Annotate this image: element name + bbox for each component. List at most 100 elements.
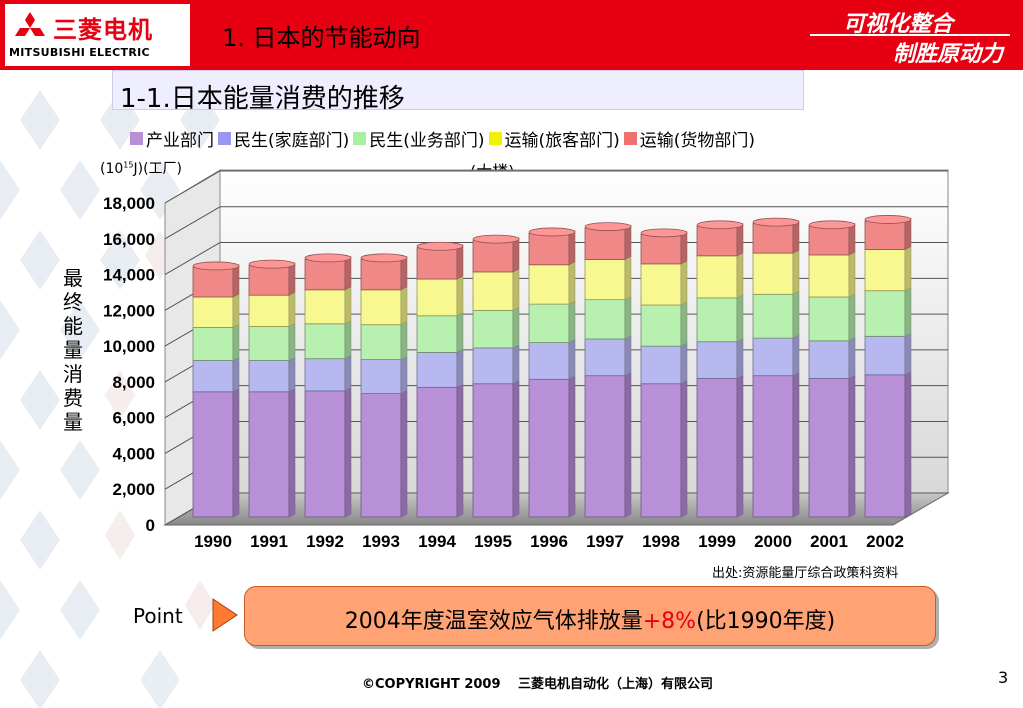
bar-segment — [640, 342, 688, 385]
bar-segment — [416, 383, 464, 518]
bar-segment — [248, 323, 296, 361]
bar-segment-front — [864, 249, 906, 292]
bar-top — [304, 253, 352, 263]
y-tick-label: 8,000 — [112, 373, 155, 392]
bar-segment-side — [904, 287, 912, 337]
bar-segment — [808, 337, 856, 379]
bar-segment — [528, 300, 576, 343]
bar-segment — [696, 220, 744, 257]
bar-segment-side — [400, 286, 408, 326]
bar-segment — [640, 380, 688, 518]
bar-segment-front — [584, 338, 626, 377]
bar-segment — [752, 249, 800, 295]
bar-segment-side — [792, 372, 800, 518]
bar-segment — [192, 388, 240, 518]
bar-top — [752, 217, 800, 227]
y-tick-label: 6,000 — [112, 409, 155, 428]
bar-segment-front — [472, 347, 514, 385]
bar-segment-front — [472, 309, 514, 349]
copyright-footer: ©COPYRIGHT 2009 三菱电机自动化（上海）有限公司 — [362, 677, 714, 692]
bar-segment-front — [864, 220, 906, 250]
bar-segment — [584, 335, 632, 377]
bar-segment-side — [680, 260, 688, 306]
source-note: 出处:资源能量厅综合政策科资料 — [712, 566, 899, 581]
bar-segment-side — [344, 320, 352, 360]
slogan-divider — [810, 34, 1010, 36]
bar-segment-side — [848, 337, 856, 379]
bar-segment — [248, 357, 296, 393]
bar-segment — [416, 241, 464, 280]
bar-segment-front — [472, 383, 514, 518]
bar-segment-front — [416, 386, 458, 518]
bar-top — [248, 259, 296, 269]
bar-segment — [752, 217, 800, 254]
bar-segment-side — [568, 339, 576, 380]
legend-item-passenger: 运输(旅客部门) — [488, 126, 620, 151]
bar-top — [696, 220, 744, 230]
bar-segment-side — [736, 374, 744, 518]
bar-segment — [472, 234, 520, 273]
bar-segment-front — [528, 264, 570, 305]
bar-segment — [696, 252, 744, 299]
bar-segment — [696, 374, 744, 518]
bar-segment — [752, 372, 800, 518]
bar-segment-side — [232, 357, 240, 393]
x-tick-label: 1990 — [194, 532, 232, 551]
bar-segment — [640, 260, 688, 306]
bar-segment-front — [808, 254, 850, 298]
bar-segment-front — [192, 360, 234, 393]
bar-segment-side — [680, 380, 688, 518]
bar-segment-side — [512, 344, 520, 385]
x-tick-label: 2001 — [810, 532, 848, 551]
legend-label: 运输(货物部门) — [639, 131, 756, 151]
y-axis-label: 最终能量消费量 — [63, 266, 83, 434]
bar-segment — [864, 371, 912, 518]
bar-segment-front — [360, 324, 402, 360]
y-tick-label: 18,000 — [103, 194, 155, 213]
bar-segment — [584, 222, 632, 260]
bar-segment — [248, 291, 296, 327]
legend-item-industry: 产业部门 — [130, 126, 214, 151]
bar-segment-side — [512, 380, 520, 518]
bar-segment-front — [696, 341, 738, 379]
bar-segment-side — [680, 301, 688, 347]
bar-segment-front — [808, 296, 850, 342]
callout-highlight: +8% — [642, 609, 697, 634]
logo-chinese-text: 三菱电机 — [53, 16, 153, 44]
y-tick-label: 4,000 — [112, 444, 155, 463]
bar-segment-side — [904, 332, 912, 376]
bar-segment-front — [752, 252, 794, 295]
bar-segment — [304, 387, 352, 518]
bar-segment-side — [568, 230, 576, 266]
bar-segment-side — [400, 321, 408, 360]
bar-segment-front — [528, 342, 570, 380]
legend-label: 民生(业务部门) — [369, 131, 485, 151]
bar-segment — [864, 287, 912, 337]
bar-segment-front — [472, 271, 514, 311]
bar-segment-side — [344, 355, 352, 392]
bar-segment-side — [680, 230, 688, 265]
logo-english-text: MITSUBISHI ELECTRIC — [9, 46, 150, 59]
bar-segment-side — [904, 217, 912, 250]
bar-segment-front — [528, 303, 570, 343]
bar-segment-side — [792, 220, 800, 254]
bar-segment-side — [456, 349, 464, 388]
legend-swatch — [353, 132, 367, 145]
bar-segment-front — [304, 358, 346, 392]
section-title: 1. 日本的节能动向 — [222, 24, 421, 52]
legend-label: 民生(家庭部门) — [234, 131, 350, 151]
legend-swatch — [623, 132, 637, 145]
x-tick-label: 1993 — [362, 532, 400, 551]
bar-segment — [416, 275, 464, 317]
bar-segment-front — [640, 233, 682, 265]
legend-swatch — [218, 132, 231, 145]
x-tick-label: 1995 — [474, 532, 512, 551]
bar-segment-front — [752, 375, 794, 518]
bar-segment — [584, 372, 632, 518]
bar-segment-side — [344, 286, 352, 325]
bar-segment-front — [192, 296, 234, 328]
bar-segment-side — [400, 390, 408, 518]
bar-segment-side — [568, 375, 576, 518]
bar-segment — [304, 320, 352, 360]
bar-segment-front — [640, 383, 682, 518]
